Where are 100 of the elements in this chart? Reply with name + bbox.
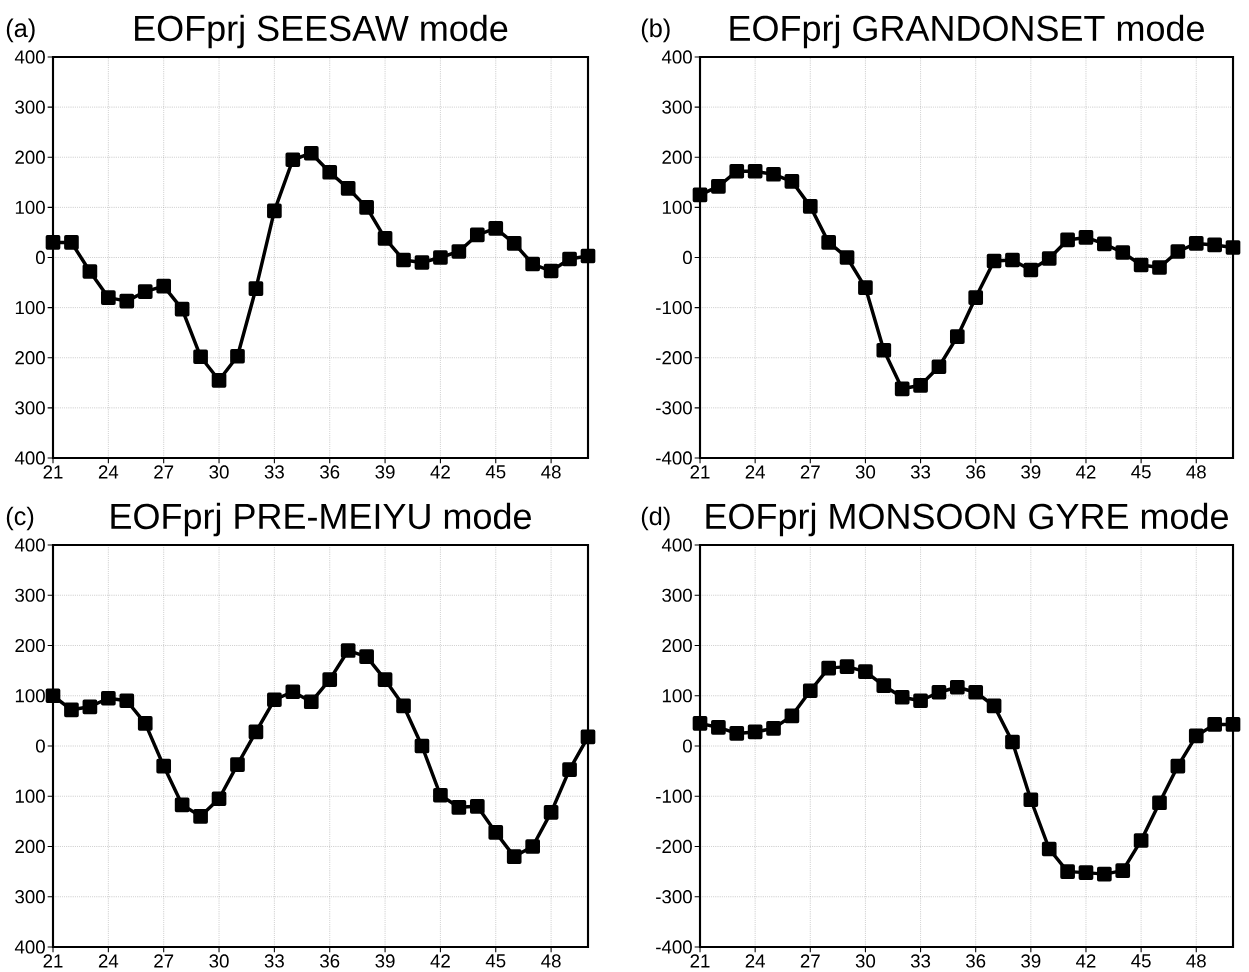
- y-tick-label: 200: [662, 150, 692, 164]
- x-tick-label: 45: [485, 465, 506, 479]
- point: [359, 649, 374, 664]
- point: [1097, 866, 1112, 882]
- x-tick-label: 33: [910, 465, 931, 479]
- point: [1115, 245, 1131, 260]
- point: [711, 178, 726, 194]
- x-tick-label: 21: [43, 954, 63, 968]
- point: [1023, 262, 1039, 278]
- point: [340, 180, 356, 196]
- point: [747, 724, 763, 740]
- x-tick-label: 33: [264, 954, 284, 968]
- point: [1005, 252, 1020, 268]
- x-tick-label: 48: [1186, 465, 1206, 479]
- y-tick-label: 0: [35, 250, 45, 265]
- point: [1225, 240, 1241, 255]
- point: [322, 672, 338, 687]
- y-tick-label: -400: [656, 451, 692, 465]
- point: [82, 264, 98, 279]
- y-tick-label: -400: [656, 940, 692, 954]
- point: [433, 787, 448, 803]
- point: [1097, 236, 1112, 252]
- point: [285, 152, 301, 168]
- text: (a): [6, 18, 35, 43]
- point: [562, 762, 577, 777]
- point: [580, 248, 596, 264]
- y-tick-label: 400: [14, 50, 45, 64]
- point: [784, 708, 800, 724]
- point: [802, 199, 818, 214]
- point: [137, 284, 153, 299]
- y-tick-label: 400: [14, 538, 45, 552]
- point: [396, 698, 411, 714]
- point: [101, 690, 116, 706]
- text: (d): [641, 506, 670, 531]
- point: [1041, 251, 1057, 266]
- x-tick-label: 21: [690, 465, 710, 479]
- x-tick-label: 27: [154, 465, 174, 479]
- point: [821, 235, 837, 250]
- point: [1041, 841, 1057, 857]
- y-tick-label: -300: [656, 890, 692, 904]
- point: [692, 716, 708, 731]
- x-tick-label: 27: [800, 465, 820, 479]
- x-tick-label: 39: [375, 465, 395, 479]
- x-tick-label: 42: [430, 954, 450, 968]
- point: [433, 250, 448, 265]
- point: [543, 263, 559, 279]
- x-tick-label: 30: [855, 465, 876, 479]
- y-tick-label: 400: [14, 451, 45, 465]
- x-tick-label: 48: [541, 954, 561, 968]
- y-tick-label: 400: [661, 50, 692, 64]
- point: [1133, 833, 1149, 848]
- point: [248, 724, 264, 740]
- point: [543, 804, 559, 820]
- point: [1225, 717, 1241, 732]
- x-tick-label: 21: [43, 465, 63, 479]
- point: [119, 693, 135, 709]
- point: [174, 797, 190, 813]
- x-tick-label: 36: [966, 465, 986, 479]
- y-tick-label: 100: [15, 789, 45, 803]
- point: [377, 231, 393, 246]
- y-tick-label: 300: [662, 100, 692, 114]
- point: [340, 643, 356, 658]
- point: [64, 235, 79, 250]
- x-tick-label: 21: [690, 954, 710, 968]
- point: [858, 280, 873, 295]
- y-tick-label: 100: [15, 300, 45, 315]
- point: [211, 372, 227, 388]
- point: [303, 145, 319, 161]
- point: [1060, 864, 1075, 879]
- point: [1078, 230, 1094, 245]
- x-tick-label: 48: [1186, 954, 1206, 968]
- point: [82, 699, 98, 715]
- point: [913, 377, 928, 393]
- y-tick-label: 100: [15, 689, 45, 703]
- point: [248, 281, 264, 296]
- y-tick-label: 100: [15, 200, 45, 214]
- y-tick-label: 300: [15, 401, 45, 415]
- chart-title: EOFprj MONSOON GYRE mode: [706, 502, 1228, 537]
- x-tick-label: 36: [966, 954, 986, 968]
- point: [766, 166, 781, 182]
- x-tick-label: 33: [910, 954, 931, 968]
- point: [101, 290, 116, 305]
- y-tick-label: 300: [15, 890, 45, 904]
- text: (b): [641, 18, 670, 43]
- point: [1060, 232, 1075, 248]
- x-tick-label: 39: [1021, 465, 1041, 479]
- point: [45, 688, 61, 704]
- point: [1005, 734, 1020, 750]
- point: [1152, 795, 1167, 811]
- point: [986, 253, 1002, 269]
- point: [377, 672, 393, 687]
- y-tick-label: -300: [656, 401, 692, 415]
- point: [230, 348, 245, 364]
- y-tick-label: 0: [35, 739, 45, 753]
- point: [876, 678, 892, 694]
- point: [858, 664, 873, 679]
- point: [285, 684, 301, 700]
- x-tick-label: 24: [745, 465, 765, 479]
- point: [968, 290, 984, 305]
- point: [968, 684, 984, 700]
